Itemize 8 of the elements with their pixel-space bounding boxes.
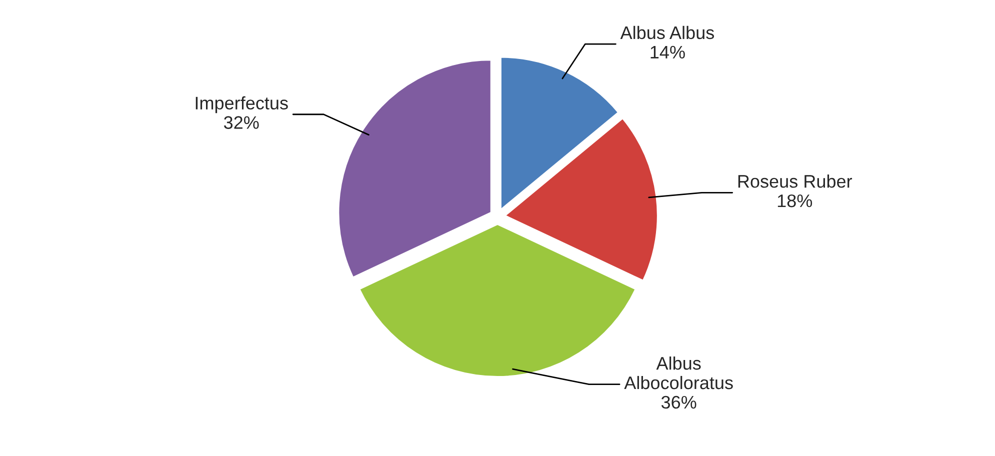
data-label: 18% (778, 194, 812, 208)
slice-label: Roseus Ruber (738, 174, 852, 188)
slice-label: Imperfectus (196, 96, 288, 114)
slice-label: Albus Albus (620, 26, 714, 40)
data-label: 14% (650, 46, 685, 59)
data-label: 32% (224, 116, 259, 129)
slice-label: Albus Albocoloratus (624, 356, 733, 390)
data-label: 36% (661, 396, 696, 409)
